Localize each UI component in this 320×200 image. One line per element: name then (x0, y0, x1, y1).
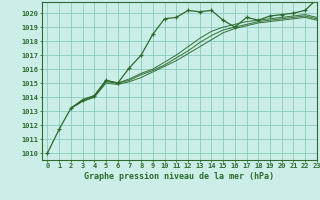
X-axis label: Graphe pression niveau de la mer (hPa): Graphe pression niveau de la mer (hPa) (84, 172, 274, 181)
